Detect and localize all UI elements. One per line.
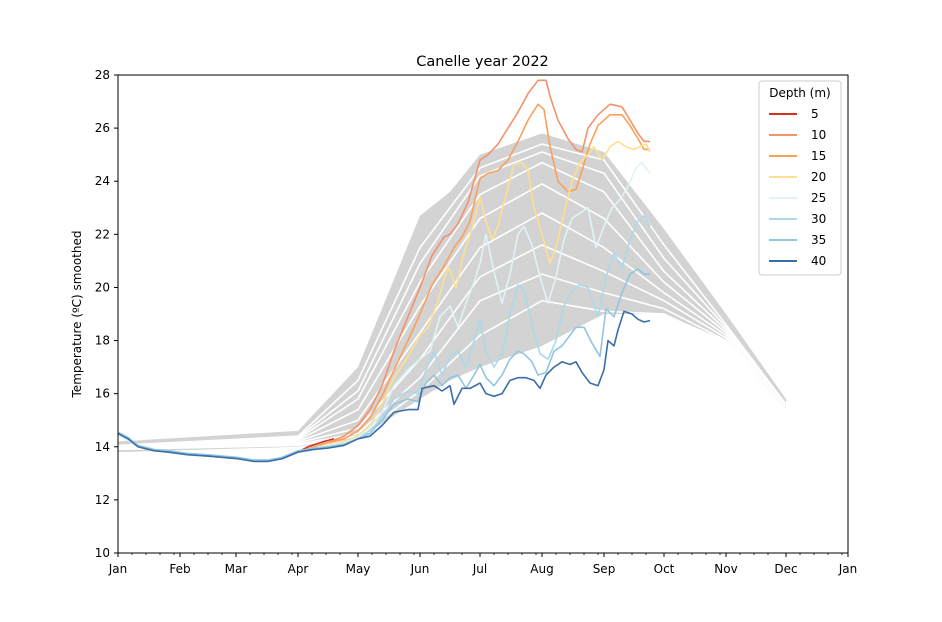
x-tick-label: Oct: [654, 562, 675, 576]
range-band-area: [118, 133, 786, 453]
climatology-line: [118, 244, 787, 449]
y-tick-label: 26: [95, 121, 110, 135]
y-axis-label: Temperature (ºC) smoothed: [70, 231, 84, 399]
y-tick-label: 18: [95, 334, 110, 348]
range-band: [118, 133, 786, 453]
x-tick-label: Jun: [410, 562, 430, 576]
legend-label: 15: [811, 149, 826, 163]
y-tick-label: 14: [95, 440, 110, 454]
series-line-depth-40: [118, 310, 651, 463]
x-tick-label: Jul: [472, 562, 487, 576]
climatology-line: [118, 212, 787, 448]
y-tick-label: 16: [95, 387, 110, 401]
y-tick-label: 12: [95, 493, 110, 507]
x-tick-label: May: [346, 562, 371, 576]
series-lines: [118, 79, 651, 463]
plot-frame: [117, 74, 849, 554]
climatology-line: [118, 182, 787, 448]
legend-box: [758, 80, 842, 276]
y-tick-label: 10: [95, 546, 110, 560]
y-tick-label: 22: [95, 227, 110, 241]
legend-label: 35: [811, 233, 826, 247]
x-tick-label: Apr: [288, 562, 309, 576]
y-axis: 10 12 14 16 18 20 22 24 26 28: [95, 68, 118, 560]
climatology-line: [118, 273, 787, 449]
x-tick-label: Nov: [714, 562, 737, 576]
x-tick-label: Sep: [593, 562, 616, 576]
legend-title: Depth (m): [769, 86, 830, 100]
x-tick-label: Jan: [838, 562, 858, 576]
legend-label: 10: [811, 128, 826, 142]
x-tick-label: Jan: [108, 562, 128, 576]
x-tick-label: Dec: [774, 562, 797, 576]
legend-label: 20: [811, 170, 826, 184]
x-tick-label: Mar: [225, 562, 248, 576]
series-line-depth-35: [118, 268, 650, 461]
legend-label: 30: [811, 212, 826, 226]
y-tick-label: 28: [95, 68, 110, 82]
climatology-line: [118, 151, 787, 447]
x-tick-label: Feb: [169, 562, 190, 576]
legend-label: 5: [811, 107, 819, 121]
x-axis: Jan Feb Mar Apr May Jun Jul Aug Sep Oct Nov Dec Jan: [108, 553, 858, 576]
legend-label: 25: [811, 191, 826, 205]
legend-label: 40: [811, 254, 826, 268]
y-tick-label: 20: [95, 280, 110, 294]
chart-title: Canelle year 2022: [416, 54, 549, 70]
x-tick-label: Aug: [530, 562, 553, 576]
y-tick-label: 24: [95, 174, 110, 188]
legend: Depth (m) 5 10 15 20 25 30 35 40: [758, 80, 842, 276]
